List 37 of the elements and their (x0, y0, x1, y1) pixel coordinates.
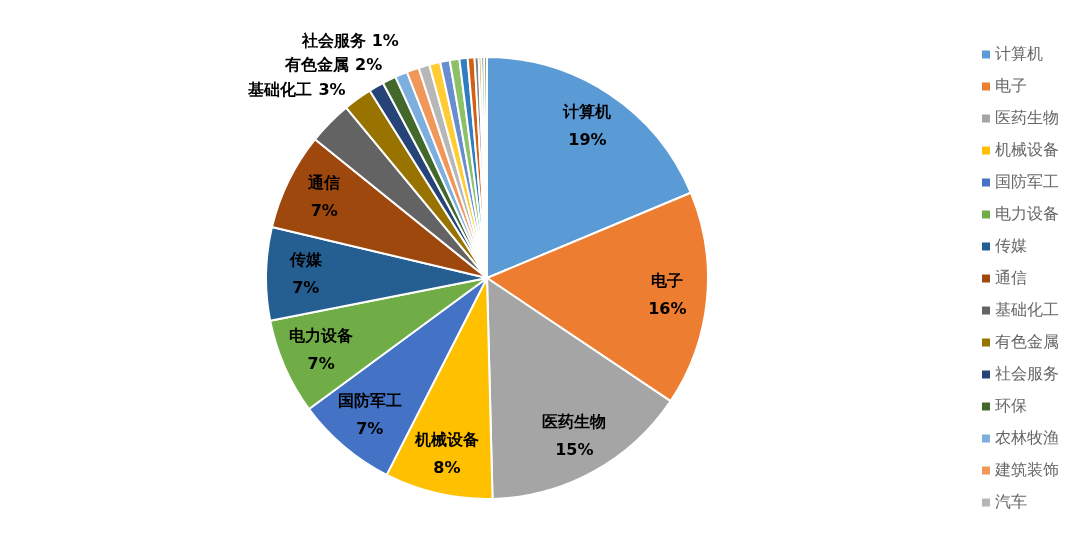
legend-label: 医药生物 (995, 107, 1059, 127)
data-label: 19% (568, 130, 607, 150)
legend-label: 国防军工 (995, 171, 1059, 191)
legend-label: 机械设备 (995, 139, 1059, 159)
slice-label: 机械设备 (413, 429, 479, 449)
legend-label: 社会服务 (995, 363, 1059, 383)
data-label: 7% (356, 419, 384, 439)
data-label: 7% (292, 277, 320, 297)
slice-label: 电力设备 (289, 326, 354, 346)
legend-label: 有色金属 (995, 331, 1059, 351)
legend-label: 基础化工 (995, 299, 1059, 319)
slice-label: 电子 (651, 270, 684, 290)
legend-label: 计算机 (995, 43, 1043, 63)
data-label: 16% (648, 298, 687, 318)
legend-label: 电子 (995, 75, 1027, 95)
data-label: 3% (318, 79, 346, 99)
data-label: 8% (433, 457, 461, 477)
slice-label: 传媒 (288, 249, 323, 269)
legend-label: 建筑装饰 (994, 459, 1059, 479)
slice-label: 通信 (307, 173, 341, 193)
data-label: 2% (355, 54, 383, 74)
data-label: 1% (371, 30, 399, 50)
legend-label: 传媒 (995, 235, 1027, 255)
slice-label: 计算机 (562, 102, 612, 122)
slice-label: 医药生物 (542, 411, 607, 431)
slice-label: 有色金属 (284, 54, 350, 74)
legend-label: 环保 (995, 395, 1027, 415)
data-label: 7% (310, 201, 338, 221)
slice-label: 基础化工 (247, 79, 313, 99)
legend-label: 通信 (995, 267, 1027, 287)
data-label: 7% (307, 354, 335, 374)
slice-label: 社会服务 (300, 30, 366, 50)
legend-label: 农林牧渔 (995, 427, 1059, 447)
data-label: 15% (555, 439, 594, 459)
legend-label: 电力设备 (995, 203, 1059, 223)
legend-label: 汽车 (995, 491, 1027, 511)
slice-label: 国防军工 (337, 391, 402, 411)
